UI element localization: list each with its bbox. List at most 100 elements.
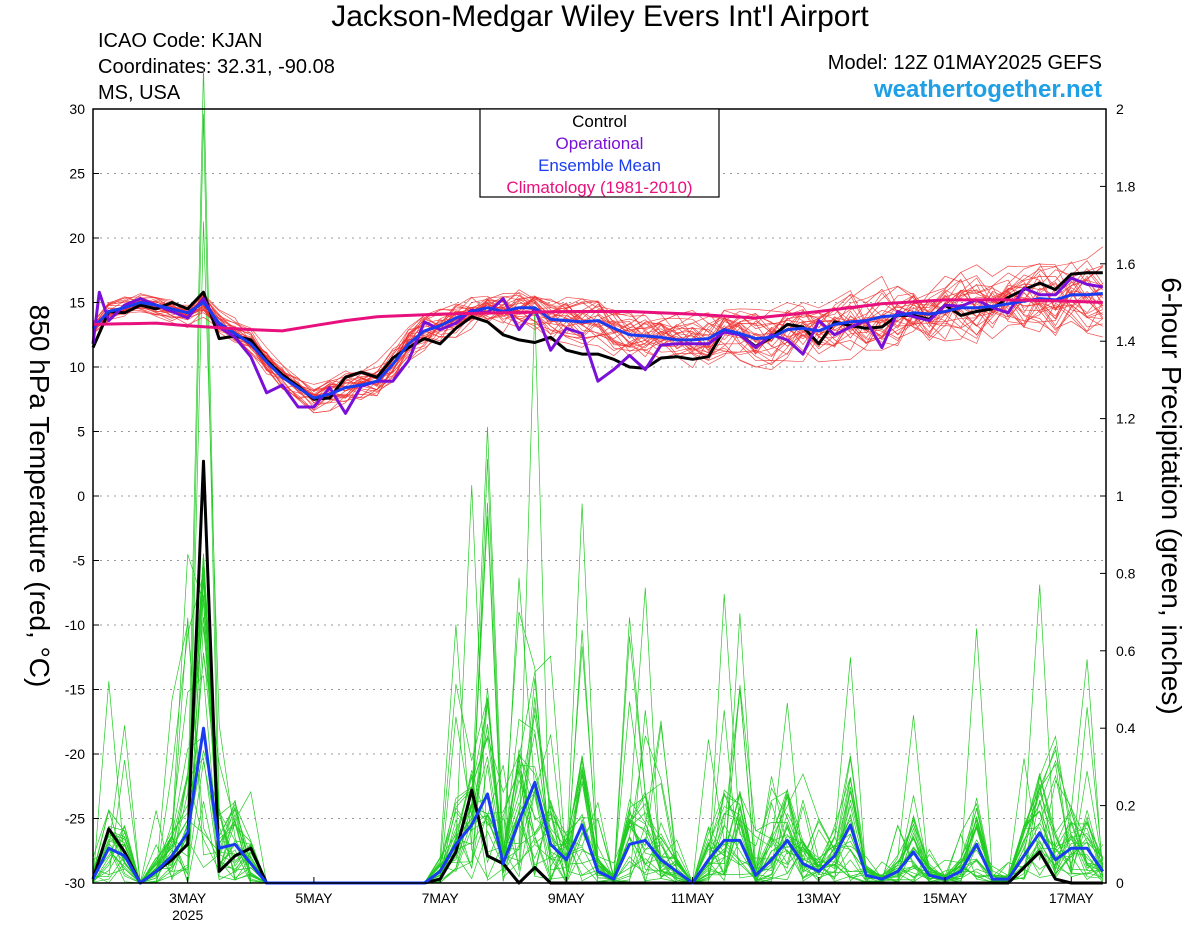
left-tick-label: 30 bbox=[69, 101, 85, 117]
control-precip-line bbox=[91, 459, 1103, 885]
precip-member-line bbox=[92, 66, 1104, 884]
temp-member-line bbox=[92, 275, 1103, 402]
precip-member-line bbox=[92, 515, 1104, 884]
x-tick-label: 17MAY bbox=[1049, 890, 1095, 906]
temp-member-line bbox=[92, 280, 1104, 401]
x-tick-label: 11MAY bbox=[671, 890, 715, 906]
temp-member-line bbox=[92, 270, 1104, 398]
temp-member-line bbox=[92, 271, 1104, 414]
brand-link[interactable]: weathertogether.net bbox=[873, 76, 1102, 103]
precip-member-line bbox=[92, 735, 1103, 884]
temp-member-line bbox=[92, 266, 1104, 396]
temp-member-line bbox=[92, 288, 1104, 396]
x-tick-label: 13MAY bbox=[796, 890, 842, 906]
legend: Control Operational Ensemble Mean Climatolo… bbox=[479, 108, 720, 198]
temp-member-line bbox=[92, 246, 1104, 411]
left-tick-label: 10 bbox=[69, 359, 85, 375]
x-tick-label: 15MAY bbox=[923, 890, 969, 906]
left-tick-label: -25 bbox=[65, 811, 85, 827]
precip-member-line bbox=[92, 113, 1104, 884]
left-tick-label: 15 bbox=[69, 295, 85, 311]
right-tick-label: 1 bbox=[1116, 488, 1124, 504]
legend-entry: Operational bbox=[556, 134, 644, 153]
left-axis-label: 850 hPa Temperature (red, °C) bbox=[24, 305, 55, 688]
temp-member-line bbox=[92, 275, 1104, 399]
precip-member-line bbox=[92, 556, 1104, 884]
right-tick-label: 1.6 bbox=[1116, 256, 1136, 272]
temp-member-line bbox=[92, 275, 1104, 400]
temp-member-line bbox=[92, 261, 1104, 409]
precip-member-line bbox=[92, 616, 1104, 884]
temp-member-line bbox=[92, 263, 1103, 398]
left-tick-label: -10 bbox=[65, 617, 85, 633]
legend-box bbox=[479, 108, 720, 198]
temp-member-line bbox=[92, 283, 1103, 412]
right-tick-label: 1.2 bbox=[1116, 411, 1136, 427]
precip-member-line bbox=[92, 556, 1104, 884]
right-tick-label: 0.8 bbox=[1116, 565, 1136, 581]
operational-temp-line bbox=[91, 276, 1104, 415]
right-tick-label: 0.4 bbox=[1116, 720, 1136, 736]
temp-member-line bbox=[92, 290, 1103, 400]
control-temp-line bbox=[91, 271, 1103, 401]
precip-member-line bbox=[92, 571, 1104, 884]
left-tick-label: -30 bbox=[65, 875, 85, 891]
left-tick-label: 25 bbox=[69, 166, 85, 182]
precip-member-line bbox=[92, 757, 1103, 884]
left-tick-label: 0 bbox=[77, 488, 85, 504]
x-tick-label: 7MAY bbox=[422, 890, 460, 906]
legend-entry: Control bbox=[572, 112, 627, 131]
temp-member-line bbox=[92, 273, 1103, 396]
ensemble-mean-temp-line bbox=[91, 292, 1103, 400]
ensemble-temp-members bbox=[92, 246, 1104, 414]
ensemble-precip-members bbox=[92, 66, 1104, 884]
legend-entry: Climatology (1981-2010) bbox=[506, 178, 692, 197]
precip-member-line bbox=[92, 581, 1104, 884]
left-tick-label: -15 bbox=[65, 682, 85, 698]
temp-member-line bbox=[92, 279, 1103, 399]
right-tick-label: 1.8 bbox=[1116, 178, 1136, 194]
temp-member-line bbox=[92, 290, 1103, 393]
axes: 302520151050-5-10-15-20-25-3021.81.61.41… bbox=[24, 101, 1187, 923]
right-tick-label: 0.6 bbox=[1116, 643, 1136, 659]
precip-member-line bbox=[92, 426, 1103, 884]
temp-member-line bbox=[92, 289, 1104, 397]
precip-member-line bbox=[92, 623, 1104, 884]
precip-member-line bbox=[92, 758, 1103, 884]
precip-member-line bbox=[92, 652, 1104, 884]
temp-member-line bbox=[92, 278, 1103, 392]
temp-member-line bbox=[92, 280, 1104, 392]
ensemble-mean-precip-line bbox=[91, 726, 1105, 885]
temp-member-line bbox=[92, 267, 1104, 387]
precip-member-line bbox=[92, 221, 1103, 884]
precip-member-line bbox=[92, 659, 1104, 884]
precip-member-line bbox=[92, 594, 1104, 884]
temp-member-line bbox=[92, 263, 1104, 400]
model-run: Model: 12Z 01MAY2025 GEFS bbox=[827, 52, 1102, 74]
left-tick-label: -20 bbox=[65, 746, 85, 762]
left-tick-label: 5 bbox=[77, 424, 85, 440]
main-series bbox=[91, 271, 1105, 885]
precip-member-line bbox=[92, 502, 1104, 884]
precip-member-line bbox=[92, 553, 1104, 884]
temp-member-line bbox=[92, 285, 1104, 404]
left-tick-label: 20 bbox=[69, 230, 85, 246]
temp-member-line bbox=[92, 260, 1104, 404]
precip-member-line bbox=[92, 685, 1103, 884]
precip-member-line bbox=[92, 657, 1103, 884]
precip-member-line bbox=[92, 574, 1104, 884]
right-axis-label: 6-hour Precipitation (green, inches) bbox=[1156, 277, 1187, 714]
right-tick-label: 1.4 bbox=[1116, 333, 1136, 349]
legend-entry: Ensemble Mean bbox=[538, 156, 661, 175]
left-tick-label: -5 bbox=[73, 553, 86, 569]
precip-member-line bbox=[92, 613, 1104, 884]
precip-member-line bbox=[92, 573, 1104, 884]
precip-member-line bbox=[92, 503, 1103, 884]
region: MS, USA bbox=[98, 82, 181, 104]
x-tick-label: 5MAY bbox=[295, 890, 333, 906]
precip-member-line bbox=[92, 554, 1104, 884]
right-tick-label: 0 bbox=[1116, 875, 1124, 891]
coordinates: Coordinates: 32.31, -90.08 bbox=[98, 56, 335, 78]
icao-code: ICAO Code: KJAN bbox=[98, 30, 263, 52]
